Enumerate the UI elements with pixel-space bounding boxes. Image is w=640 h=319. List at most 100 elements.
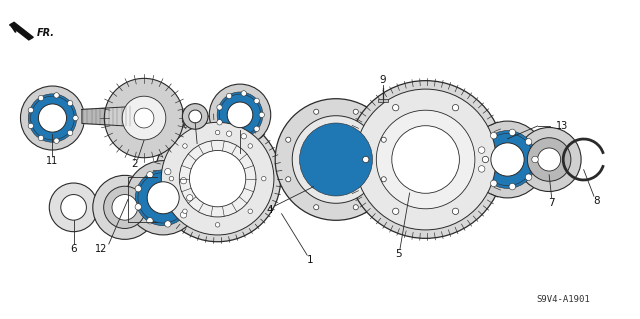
Ellipse shape bbox=[248, 209, 253, 213]
Ellipse shape bbox=[241, 91, 246, 96]
Ellipse shape bbox=[376, 110, 475, 209]
Ellipse shape bbox=[275, 99, 397, 220]
Text: S9V4-A1901: S9V4-A1901 bbox=[536, 295, 590, 304]
Ellipse shape bbox=[392, 105, 399, 111]
Ellipse shape bbox=[126, 161, 200, 235]
Text: 11: 11 bbox=[46, 156, 59, 166]
Polygon shape bbox=[82, 106, 138, 127]
Ellipse shape bbox=[28, 108, 33, 113]
Text: 1: 1 bbox=[307, 255, 314, 265]
Ellipse shape bbox=[491, 143, 524, 176]
Ellipse shape bbox=[154, 115, 281, 242]
Ellipse shape bbox=[217, 92, 263, 138]
Ellipse shape bbox=[314, 109, 319, 114]
Ellipse shape bbox=[381, 177, 387, 182]
Text: 5: 5 bbox=[395, 249, 401, 259]
Ellipse shape bbox=[135, 186, 141, 192]
Ellipse shape bbox=[381, 137, 387, 142]
Ellipse shape bbox=[490, 180, 497, 187]
Ellipse shape bbox=[180, 212, 187, 218]
Ellipse shape bbox=[182, 144, 187, 148]
Ellipse shape bbox=[217, 120, 222, 125]
Text: 4: 4 bbox=[267, 205, 273, 215]
FancyBboxPatch shape bbox=[378, 99, 388, 102]
Text: 7: 7 bbox=[548, 197, 555, 208]
Ellipse shape bbox=[164, 168, 171, 175]
Ellipse shape bbox=[147, 218, 153, 224]
Ellipse shape bbox=[67, 100, 73, 106]
Polygon shape bbox=[10, 22, 33, 40]
Ellipse shape bbox=[314, 205, 319, 210]
Ellipse shape bbox=[478, 166, 485, 172]
Ellipse shape bbox=[525, 174, 532, 181]
Ellipse shape bbox=[189, 151, 246, 207]
Ellipse shape bbox=[254, 98, 259, 104]
Text: 3: 3 bbox=[194, 143, 200, 153]
Ellipse shape bbox=[134, 108, 154, 128]
Text: 10: 10 bbox=[234, 153, 246, 163]
Text: 8: 8 bbox=[593, 196, 600, 206]
Ellipse shape bbox=[538, 148, 561, 171]
Ellipse shape bbox=[483, 156, 488, 163]
Ellipse shape bbox=[135, 204, 141, 210]
Ellipse shape bbox=[180, 178, 187, 184]
Ellipse shape bbox=[31, 96, 74, 140]
Ellipse shape bbox=[54, 138, 59, 144]
Ellipse shape bbox=[147, 172, 153, 178]
Ellipse shape bbox=[20, 86, 84, 150]
Ellipse shape bbox=[179, 140, 256, 217]
Ellipse shape bbox=[93, 175, 157, 239]
Ellipse shape bbox=[227, 131, 232, 137]
Ellipse shape bbox=[189, 110, 202, 123]
Ellipse shape bbox=[525, 138, 532, 145]
Ellipse shape bbox=[227, 93, 232, 99]
Ellipse shape bbox=[248, 144, 253, 148]
Ellipse shape bbox=[169, 176, 173, 181]
Ellipse shape bbox=[509, 183, 516, 190]
Ellipse shape bbox=[135, 170, 191, 226]
Ellipse shape bbox=[285, 177, 291, 182]
Polygon shape bbox=[182, 111, 195, 122]
Ellipse shape bbox=[292, 116, 380, 203]
Ellipse shape bbox=[490, 132, 497, 139]
Ellipse shape bbox=[392, 126, 460, 193]
Ellipse shape bbox=[215, 130, 220, 135]
Ellipse shape bbox=[363, 156, 369, 163]
Ellipse shape bbox=[49, 183, 98, 232]
Ellipse shape bbox=[517, 128, 581, 191]
Text: 12: 12 bbox=[95, 244, 108, 255]
Ellipse shape bbox=[478, 147, 485, 153]
Ellipse shape bbox=[161, 122, 274, 235]
Ellipse shape bbox=[262, 176, 266, 181]
Ellipse shape bbox=[217, 105, 222, 110]
Ellipse shape bbox=[259, 112, 264, 117]
Ellipse shape bbox=[220, 94, 260, 136]
Ellipse shape bbox=[104, 78, 184, 158]
Ellipse shape bbox=[306, 129, 366, 190]
Ellipse shape bbox=[469, 121, 546, 198]
Ellipse shape bbox=[254, 126, 259, 131]
Ellipse shape bbox=[122, 96, 166, 140]
Ellipse shape bbox=[353, 205, 358, 210]
Text: 9: 9 bbox=[380, 75, 386, 85]
Ellipse shape bbox=[61, 195, 86, 220]
Ellipse shape bbox=[209, 84, 271, 145]
Ellipse shape bbox=[241, 134, 246, 139]
Ellipse shape bbox=[353, 109, 358, 114]
Ellipse shape bbox=[509, 129, 516, 136]
Ellipse shape bbox=[182, 209, 187, 213]
Ellipse shape bbox=[452, 105, 459, 111]
Text: 13: 13 bbox=[556, 121, 568, 131]
Ellipse shape bbox=[527, 138, 571, 181]
Ellipse shape bbox=[164, 221, 171, 227]
Ellipse shape bbox=[452, 208, 459, 214]
Ellipse shape bbox=[215, 223, 220, 227]
Ellipse shape bbox=[187, 195, 193, 201]
Ellipse shape bbox=[28, 94, 77, 142]
Ellipse shape bbox=[104, 186, 146, 228]
Text: 6: 6 bbox=[70, 244, 77, 255]
Ellipse shape bbox=[182, 104, 208, 129]
Ellipse shape bbox=[147, 182, 179, 214]
Ellipse shape bbox=[138, 173, 188, 223]
Ellipse shape bbox=[112, 195, 138, 220]
